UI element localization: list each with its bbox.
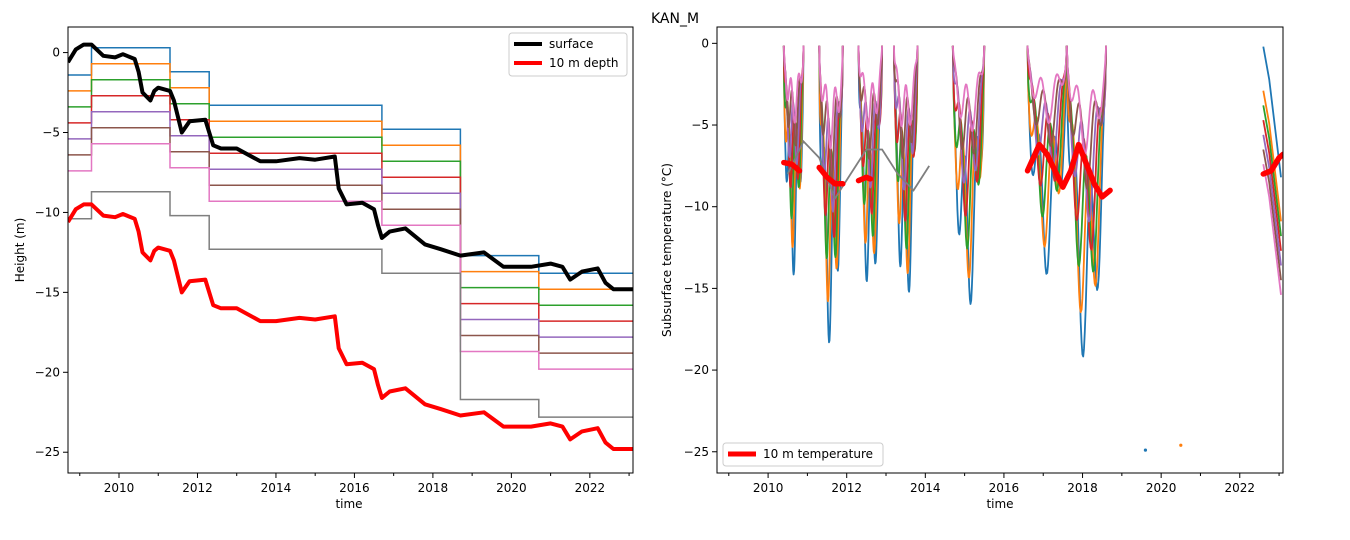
temperature-axes-frame	[716, 26, 1284, 474]
surface-line	[68, 42, 633, 292]
temperature-y-tick-label: −15	[684, 281, 709, 295]
legend-label-surface: surface	[549, 37, 593, 51]
temperature-y-tick-label: 0	[701, 36, 709, 50]
temperature-y-tick-label: −25	[684, 445, 709, 459]
temperature-x-tick-label: 2014	[910, 481, 941, 495]
height-x-tick-label: 2022	[575, 481, 606, 495]
height-x-tick-label: 2010	[104, 481, 135, 495]
height-x-axis-label: time	[335, 497, 362, 511]
temperature-chart: 2010 2012 2014 2016 2018 2020 2022 0 −5 −10 −15 −20…	[660, 26, 1284, 511]
height-legend: surface 10 m depth	[508, 32, 628, 77]
legend-label-10m-temperature: 10 m temperature	[763, 447, 873, 461]
height-y-tick-label: 0	[52, 46, 60, 60]
temperature-10m-line	[816, 164, 846, 187]
height-y-tick-label: −20	[35, 365, 60, 379]
height-y-tick-label: −5	[42, 126, 60, 140]
layer-temperature-line	[951, 45, 986, 250]
deep-layer-temperature-line	[786, 139, 930, 201]
height-y-tick-label: −25	[35, 445, 60, 459]
late-layer-temperature-line	[1262, 46, 1282, 178]
sensor-layer-line	[68, 126, 633, 354]
layer-temperature-line	[857, 45, 883, 131]
layer-temperature-line	[1026, 45, 1068, 125]
stray-temperature-point	[1143, 448, 1148, 452]
height-x-tick-label: 2016	[339, 481, 370, 495]
sensor-layer-line	[68, 47, 633, 274]
sensor-layer-line	[68, 110, 633, 338]
height-y-tick-label: −10	[35, 205, 60, 219]
sensor-layer-line	[68, 94, 633, 322]
late-layer-temperature-line	[1262, 119, 1282, 251]
temperature-y-tick-label: −20	[684, 363, 709, 377]
height-chart: 2010 2012 2014 2016 2018 2020 2022 0 −5 −10 −15 −20…	[13, 26, 634, 511]
height-x-tick-label: 2020	[496, 481, 527, 495]
layer-temperature-line	[893, 45, 919, 222]
layer-temperature-line	[818, 45, 844, 150]
depth-10m-line	[68, 202, 633, 451]
temperature-y-axis-label: Subsurface temperature (°C)	[660, 163, 674, 337]
layer-temperature-line	[782, 45, 805, 124]
temperature-10m-line	[1024, 141, 1113, 200]
temperature-10m-line	[1260, 151, 1283, 177]
height-x-tick-label: 2014	[261, 481, 292, 495]
temperature-legend-box	[722, 442, 884, 467]
late-layer-temperature-line	[1262, 149, 1282, 281]
sensor-layer-line	[68, 79, 633, 306]
temperature-10m-line	[855, 174, 874, 184]
temperature-y-tick-label: −5	[691, 118, 709, 132]
temperature-legend: 10 m temperature	[722, 442, 884, 467]
height-x-tick-label: 2018	[418, 481, 449, 495]
layer-temperature-line	[857, 45, 883, 189]
height-x-tick-label: 2012	[182, 481, 213, 495]
late-layer-temperature-line	[1262, 105, 1282, 237]
temperature-x-axis-label: time	[986, 497, 1013, 511]
temperature-x-tick-label: 2020	[1146, 481, 1177, 495]
temperature-y-tick-label: −10	[684, 200, 709, 214]
late-layer-temperature-line	[1262, 164, 1282, 296]
layer-temperature-line	[1065, 45, 1107, 155]
layer-temperature-line	[1065, 45, 1107, 190]
layer-temperature-line	[893, 45, 919, 191]
height-y-tick-label: −15	[35, 285, 60, 299]
temperature-x-tick-label: 2022	[1224, 481, 1255, 495]
layer-temperature-line	[951, 45, 986, 132]
sensor-layer-line	[68, 190, 633, 418]
late-layer-temperature-line	[1262, 90, 1282, 222]
temperature-10m-line	[781, 159, 803, 174]
temperature-x-tick-label: 2018	[1067, 481, 1098, 495]
sensor-layer-line	[68, 142, 633, 370]
late-layer-temperature-line	[1262, 134, 1282, 266]
figure-title: KAN_M	[651, 11, 699, 27]
layer-temperature-line	[893, 45, 919, 127]
stray-temperature-point	[1179, 443, 1183, 447]
temperature-x-tick-label: 2010	[753, 481, 784, 495]
height-axes-frame	[67, 26, 634, 474]
temperature-x-tick-label: 2012	[831, 481, 862, 495]
temperature-x-tick-label: 2016	[989, 481, 1020, 495]
height-y-axis-label: Height (m)	[13, 218, 27, 283]
legend-label-10m-depth: 10 m depth	[549, 56, 619, 70]
